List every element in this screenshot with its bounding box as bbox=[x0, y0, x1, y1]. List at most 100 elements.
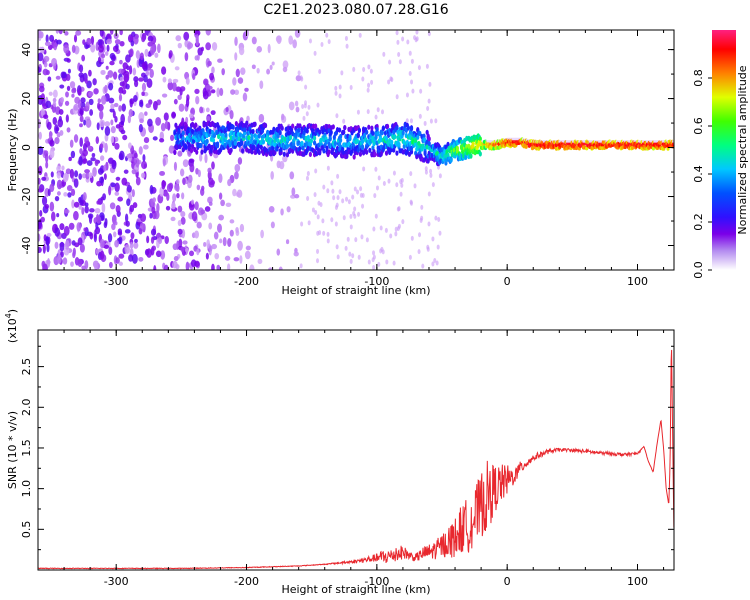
heatmap-speckle bbox=[291, 187, 296, 196]
heatmap-ridge-edge bbox=[609, 140, 611, 145]
heatmap-speckle bbox=[112, 45, 119, 52]
heatmap-ridge-cell bbox=[342, 129, 346, 135]
heatmap-ridge-cell bbox=[282, 151, 286, 157]
heatmap-speckle bbox=[103, 164, 107, 172]
heatmap-speckle bbox=[187, 174, 193, 184]
heatmap-speckle bbox=[330, 180, 334, 186]
heatmap-speckle bbox=[396, 39, 400, 45]
heatmap-speckle bbox=[336, 195, 340, 201]
heatmap-speckle bbox=[186, 94, 190, 102]
heatmap-ridge-cell bbox=[385, 123, 390, 130]
heatmap-ridge-cell bbox=[422, 133, 426, 139]
heatmap-ridge-core bbox=[569, 142, 572, 146]
heatmap-speckle bbox=[349, 85, 353, 91]
heatmap-ridge-cell bbox=[280, 125, 284, 131]
heatmap-ridge-core bbox=[582, 142, 584, 146]
heatmap-speckle bbox=[66, 184, 73, 192]
heatmap-speckle bbox=[342, 118, 346, 124]
heatmap-ridge-cell bbox=[392, 147, 396, 153]
heatmap-speckle bbox=[390, 77, 394, 83]
heatmap-speckle bbox=[113, 221, 118, 226]
heatmap-speckle bbox=[120, 129, 126, 135]
heatmap-speckle bbox=[351, 194, 355, 200]
heatmap-ridge-edge bbox=[619, 140, 621, 145]
heatmap-ridge-cell bbox=[414, 138, 418, 144]
heatmap-speckle bbox=[379, 248, 383, 254]
spectrogram-ytick-label: 0 bbox=[20, 144, 33, 151]
heatmap-speckle bbox=[128, 254, 134, 262]
heatmap-speckle bbox=[395, 30, 399, 36]
heatmap-speckle bbox=[374, 114, 378, 120]
heatmap-ridge-edge bbox=[515, 137, 517, 143]
heatmap-speckle bbox=[115, 176, 121, 181]
heatmap-speckle bbox=[206, 239, 211, 249]
heatmap-speckle bbox=[424, 169, 428, 175]
heatmap-ridge-cell bbox=[217, 133, 221, 140]
heatmap-speckle bbox=[100, 69, 106, 75]
heatmap-speckle bbox=[38, 52, 44, 62]
heatmap-ridge-cell bbox=[211, 137, 216, 143]
heatmap-speckle bbox=[119, 76, 124, 82]
heatmap-speckle bbox=[316, 258, 320, 264]
heatmap-speckle bbox=[54, 136, 60, 145]
heatmap-speckle bbox=[256, 46, 263, 53]
heatmap-speckle bbox=[220, 199, 225, 207]
heatmap-ridge-cell bbox=[381, 125, 385, 131]
heatmap-ridge-cell bbox=[318, 129, 322, 135]
heatmap-speckle bbox=[123, 73, 129, 83]
heatmap-ridge-cell bbox=[200, 149, 204, 155]
heatmap-speckle bbox=[88, 91, 94, 97]
heatmap-speckle bbox=[46, 121, 52, 130]
heatmap-speckle bbox=[244, 87, 249, 92]
heatmap-speckle bbox=[138, 256, 144, 262]
heatmap-speckle bbox=[227, 238, 232, 247]
heatmap-speckle bbox=[180, 211, 186, 218]
heatmap-speckle bbox=[53, 42, 58, 51]
heatmap-speckle bbox=[375, 185, 379, 191]
heatmap-speckle bbox=[38, 246, 42, 253]
heatmap-speckle bbox=[83, 119, 87, 126]
heatmap-speckle bbox=[67, 68, 71, 74]
heatmap-speckle bbox=[163, 264, 169, 270]
heatmap-speckle bbox=[282, 155, 288, 163]
heatmap-speckle bbox=[103, 244, 110, 249]
heatmap-speckle bbox=[200, 209, 206, 215]
heatmap-speckle bbox=[61, 165, 65, 171]
heatmap-speckle bbox=[316, 102, 320, 108]
heatmap-speckle bbox=[114, 115, 118, 123]
heatmap-speckle bbox=[90, 35, 95, 45]
heatmap-ridge-cell bbox=[423, 150, 427, 156]
heatmap-speckle bbox=[374, 213, 378, 219]
heatmap-speckle bbox=[104, 121, 111, 127]
heatmap-speckle bbox=[68, 156, 72, 162]
heatmap-speckle bbox=[171, 260, 178, 269]
heatmap-speckle bbox=[104, 142, 108, 153]
heatmap-ridge-cell bbox=[464, 154, 468, 160]
heatmap-speckle bbox=[405, 92, 409, 98]
heatmap-speckle bbox=[103, 173, 107, 181]
heatmap-speckle bbox=[372, 226, 376, 232]
heatmap-speckle bbox=[114, 191, 120, 196]
heatmap-speckle bbox=[301, 104, 305, 110]
heatmap-ridge-core bbox=[565, 142, 568, 146]
heatmap-speckle bbox=[99, 119, 105, 128]
heatmap-speckle bbox=[132, 67, 137, 76]
heatmap-speckle bbox=[98, 44, 104, 53]
heatmap-speckle bbox=[218, 192, 223, 200]
heatmap-speckle bbox=[147, 35, 154, 42]
heatmap-ridge-edge bbox=[568, 140, 571, 145]
heatmap-speckle bbox=[424, 166, 428, 172]
svg-text:(x104): (x104) bbox=[4, 309, 19, 343]
heatmap-speckle bbox=[79, 115, 84, 123]
heatmap-speckle bbox=[196, 184, 201, 191]
heatmap-speckle bbox=[73, 103, 79, 111]
colorbar-label: Normalized spectral amplitude bbox=[736, 65, 749, 234]
heatmap-ridge-core bbox=[641, 142, 644, 146]
heatmap-ridge-cell bbox=[312, 140, 317, 146]
heatmap-ridge-core bbox=[520, 140, 523, 143]
heatmap-ridge-cell bbox=[360, 144, 365, 150]
heatmap-ridge-edge bbox=[650, 140, 652, 145]
heatmap-speckle bbox=[345, 196, 349, 202]
heatmap-speckle bbox=[128, 108, 134, 118]
heatmap-speckle bbox=[85, 101, 90, 111]
